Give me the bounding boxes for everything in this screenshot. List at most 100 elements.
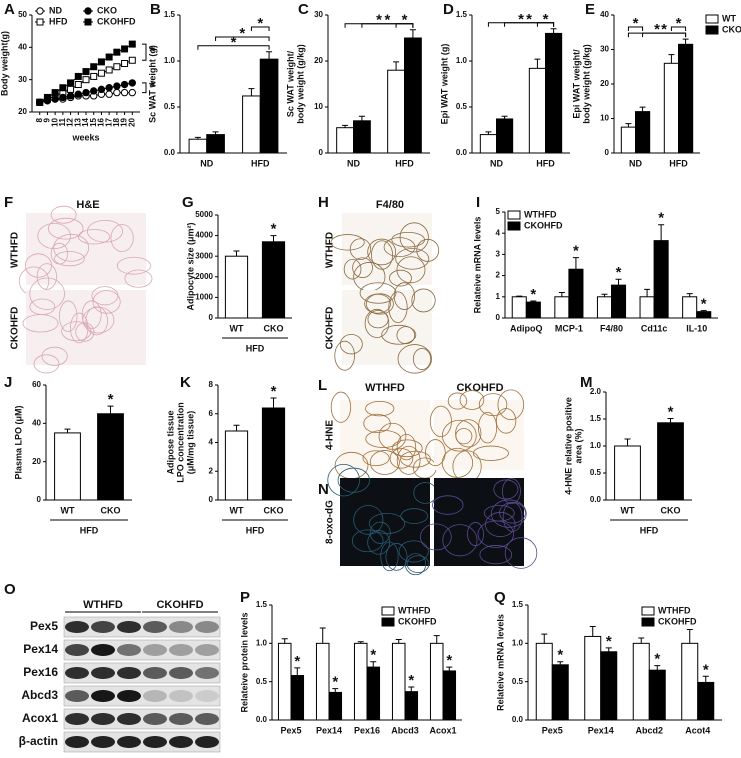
panel-letter: F: [4, 194, 13, 211]
panel-letter: J: [4, 374, 12, 391]
blot-band: [169, 667, 193, 679]
bar: [261, 241, 286, 319]
cell: [368, 512, 406, 534]
cell: [82, 306, 115, 334]
y-axis-label: Relateive mRNA levels: [495, 614, 505, 711]
cell: [367, 238, 397, 266]
x-tick-label: 11: [58, 117, 67, 126]
bracket: [197, 45, 270, 50]
y-axis-label: Body weight(g): [0, 31, 9, 96]
point: [113, 63, 121, 71]
bracket: [215, 36, 270, 41]
x-tick-label: Pex5: [280, 725, 301, 735]
y-tick-label: 0: [319, 148, 324, 157]
cell: [429, 405, 452, 438]
cell: [490, 499, 527, 528]
significance: *: [633, 15, 639, 32]
bar: [653, 240, 669, 319]
y-axis-label: area (%): [573, 428, 583, 463]
error-bar: [266, 51, 273, 60]
x-tick-label: AdipoQ: [510, 323, 543, 333]
x-tick-label: HFD: [536, 158, 555, 168]
error-bar: [370, 661, 377, 668]
micrograph: [26, 213, 146, 285]
bar: [387, 69, 406, 154]
x-tick-label: 19: [120, 117, 129, 126]
cell: [54, 251, 85, 267]
cell: [416, 238, 440, 262]
blot-band: [169, 644, 193, 656]
bar: [97, 413, 124, 501]
significance: *: [530, 286, 536, 303]
error-bar: [686, 629, 693, 644]
y-tick-label: 0.5: [456, 102, 468, 111]
x-tick-label: Pex5: [542, 725, 563, 735]
cell: [327, 463, 360, 497]
error-bar: [644, 288, 651, 297]
y-tick-label: 0: [209, 313, 214, 322]
cell: [124, 269, 153, 288]
error-bar: [658, 224, 665, 241]
cell: [365, 400, 395, 417]
blot-band: [143, 690, 167, 702]
bar: [614, 445, 641, 501]
row-label: Pex14: [23, 642, 58, 656]
y-tick-label: 1.0: [512, 638, 524, 647]
panel-letter: D: [443, 1, 454, 18]
x-axis-label: HFD: [246, 343, 265, 353]
legend-label: CKOHFD: [398, 616, 437, 626]
error-bar: [212, 131, 219, 135]
y-tick-label: 1: [496, 292, 501, 301]
legend-label: CKOHFD: [658, 616, 697, 626]
legend-label: WT: [722, 13, 736, 23]
significance: *: [384, 12, 390, 29]
point: [82, 88, 90, 97]
bar: [568, 268, 584, 319]
cell: [425, 439, 446, 467]
bar: [657, 422, 684, 501]
cell: [467, 522, 484, 547]
panel-letter: O: [4, 581, 16, 598]
point: [113, 48, 121, 56]
legend-label: CKOHFD: [524, 220, 563, 230]
cell: [77, 229, 111, 245]
point: [113, 82, 121, 90]
y-tick-label: 6: [209, 409, 214, 418]
y-tick-label: 40: [32, 418, 41, 427]
y-tick-label: 30: [600, 45, 609, 54]
error-bar: [700, 310, 707, 312]
cell: [459, 390, 485, 410]
x-tick-label: Pex16: [354, 725, 380, 735]
cell: [364, 308, 390, 338]
y-tick-label: 2000: [195, 272, 213, 281]
y-axis-label: Relateive protein levels: [239, 612, 249, 712]
error-bar: [615, 278, 622, 286]
bar: [678, 43, 694, 154]
x-tick-label: CKO: [264, 323, 284, 333]
y-axis-label: body weight (g/kg): [295, 44, 305, 124]
cell: [353, 505, 384, 535]
blot-band: [195, 690, 219, 702]
blot-band: [143, 644, 167, 656]
blot-band: [117, 644, 141, 656]
error-bar: [516, 295, 523, 297]
cell: [92, 290, 121, 314]
cell: [411, 288, 436, 313]
point: [105, 53, 113, 61]
error-bar: [668, 54, 675, 64]
x-tick-label: Acox1: [429, 725, 456, 735]
legend-marker: [84, 7, 92, 15]
bar: [188, 138, 208, 154]
legend-label: HFD: [49, 16, 68, 26]
cell: [406, 555, 430, 573]
blot-band: [65, 736, 89, 748]
blot-band: [117, 621, 141, 633]
error-bar: [332, 688, 339, 693]
point: [90, 87, 98, 95]
legend-label: ND: [49, 5, 62, 15]
cell: [419, 523, 452, 551]
bar: [224, 255, 249, 319]
row-label: β-actin: [19, 734, 58, 748]
row-label: 8-oxo-dG: [325, 500, 336, 544]
blot-band: [169, 621, 193, 633]
